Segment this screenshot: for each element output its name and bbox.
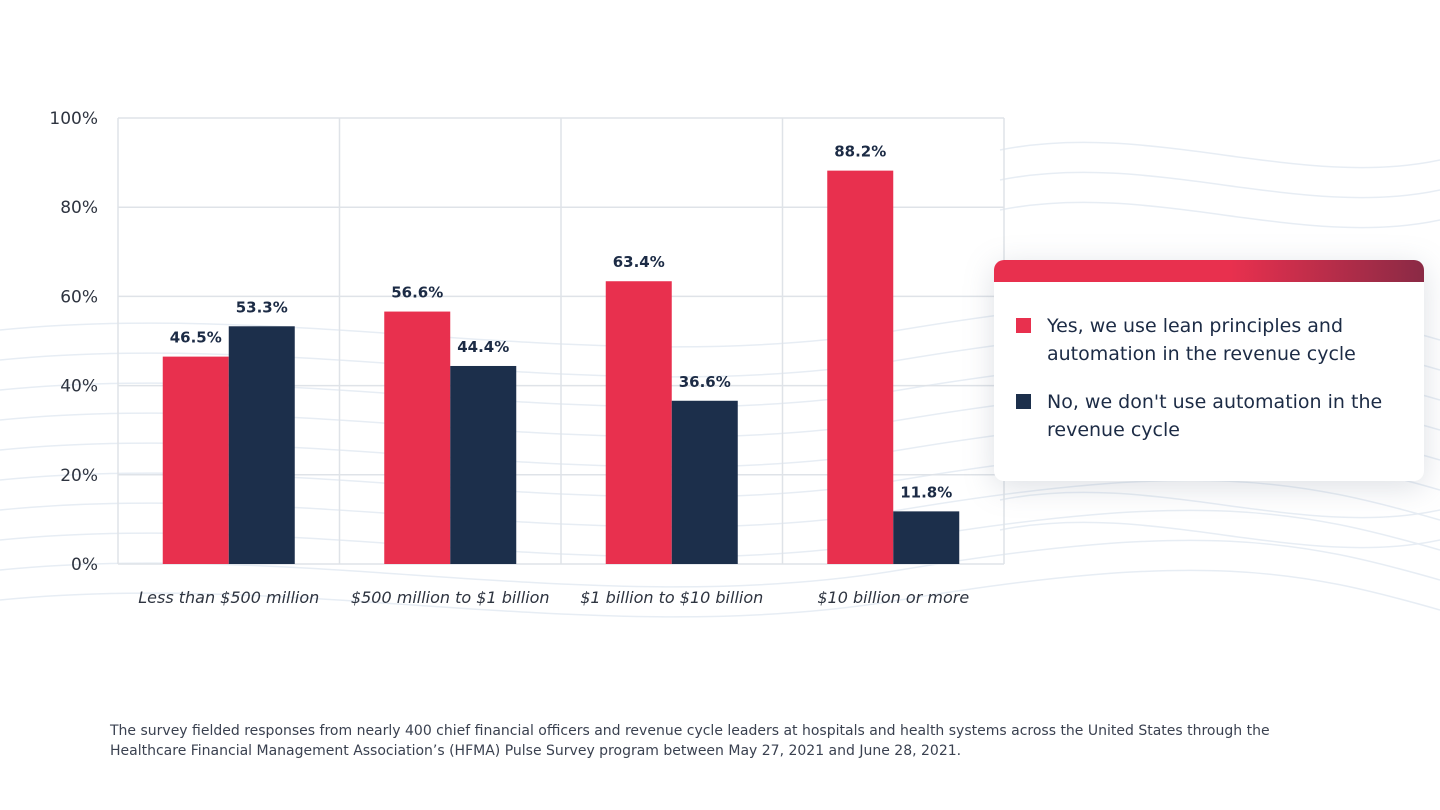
y-tick-label: 60% — [60, 287, 98, 307]
data-label: 36.6% — [679, 373, 731, 391]
grid — [117, 117, 1005, 565]
y-tick-label: 40% — [60, 377, 98, 397]
data-label: 88.2% — [834, 143, 886, 161]
bars — [162, 170, 960, 565]
y-tick-label: 80% — [60, 198, 98, 218]
legend-swatch-no — [1016, 394, 1031, 409]
bar — [384, 311, 451, 564]
x-tick-label: $10 billion or more — [817, 588, 969, 607]
legend-label-yes: Yes, we use lean principles and automati… — [1047, 315, 1356, 365]
x-tick-label: $500 million to $1 billion — [351, 588, 550, 607]
bar — [450, 365, 517, 564]
y-tick-label: 0% — [71, 555, 98, 575]
bar — [228, 326, 295, 564]
legend-item-yes: Yes, we use lean principles and automati… — [1016, 312, 1413, 368]
data-label: 44.4% — [457, 338, 509, 356]
legend: Yes, we use lean principles and automati… — [994, 260, 1424, 481]
x-tick-label: Less than $500 million — [138, 588, 319, 607]
data-label: 63.4% — [613, 253, 665, 271]
bar — [827, 170, 894, 565]
data-label: 56.6% — [391, 284, 443, 302]
legend-header-bar — [994, 260, 1424, 282]
legend-item-no: No, we don't use automation in the reven… — [1016, 388, 1413, 444]
legend-swatch-yes — [1016, 318, 1031, 333]
data-label: 46.5% — [170, 329, 222, 347]
bar — [671, 400, 738, 564]
data-label: 53.3% — [236, 298, 288, 316]
x-axis: Less than $500 million $500 million to $1… — [138, 588, 969, 607]
y-tick-label: 100% — [49, 109, 98, 129]
value-labels: 46.5% 53.3% 56.6% 44.4% 63.4% 36.6% 88.2% 11.8% — [170, 143, 953, 502]
data-label: 11.8% — [900, 483, 952, 501]
bar — [893, 511, 960, 564]
y-axis: 0% 20% 40% 60% 80% 100% — [49, 109, 98, 575]
bar — [162, 356, 229, 564]
y-tick-label: 20% — [60, 466, 98, 486]
footnote: The survey fielded responses from nearly… — [110, 723, 1270, 759]
bar — [605, 281, 672, 564]
x-tick-label: $1 billion to $10 billion — [580, 588, 763, 607]
legend-label-no: No, we don't use automation in the reven… — [1047, 391, 1383, 441]
